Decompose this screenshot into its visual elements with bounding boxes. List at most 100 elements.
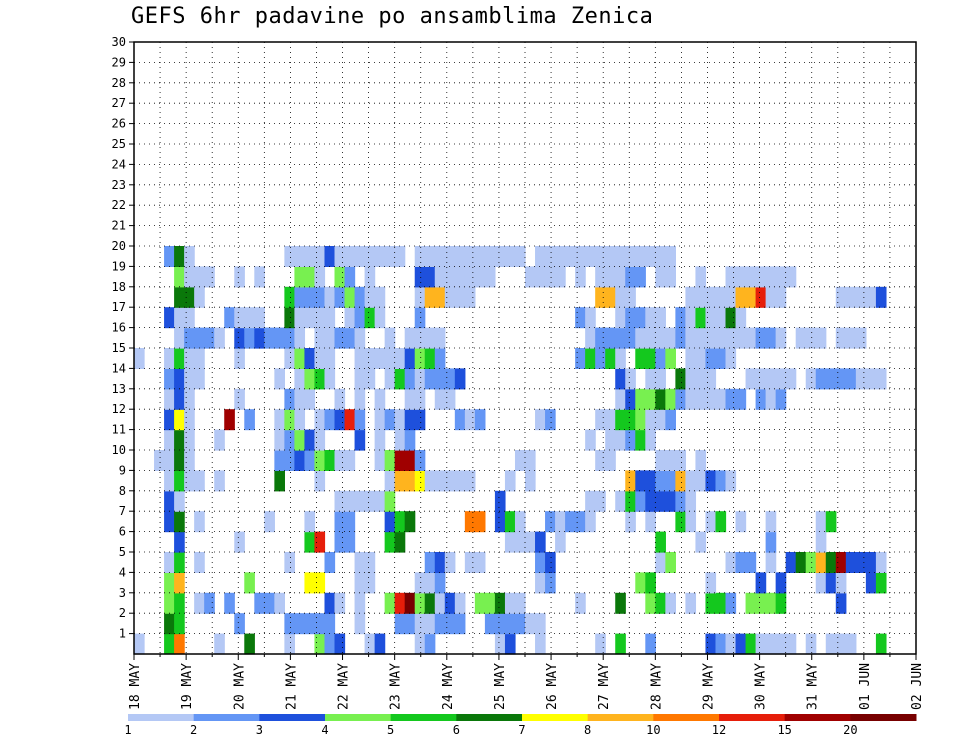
heatmap-cell	[434, 327, 446, 349]
heatmap-cell	[514, 246, 526, 267]
heatmap-cell	[444, 388, 456, 410]
heatmap-cell	[374, 388, 386, 410]
heatmap-cell	[575, 307, 586, 329]
heatmap-cell	[364, 490, 376, 512]
x-tick-label: 22 MAY	[337, 663, 352, 710]
heatmap-cell	[645, 633, 656, 655]
heatmap-cell	[484, 613, 496, 635]
heatmap-cell	[394, 511, 406, 533]
heatmap-cell	[875, 368, 887, 390]
heatmap-cell	[585, 307, 596, 329]
heatmap-cell	[615, 409, 626, 431]
heatmap-cell	[755, 633, 767, 655]
heatmap-cell	[454, 470, 466, 492]
heatmap-cell	[795, 552, 807, 573]
heatmap-cell	[224, 307, 235, 329]
colorbar-swatch	[390, 714, 457, 721]
heatmap-cell	[214, 633, 225, 655]
heatmap-cell	[755, 388, 767, 410]
heatmap-cell	[324, 552, 336, 573]
heatmap-cell	[254, 307, 265, 329]
heatmap-cell	[264, 592, 275, 614]
heatmap-cell	[294, 327, 306, 349]
heatmap-cell	[394, 450, 406, 471]
heatmap-cell	[294, 429, 306, 451]
heatmap-cell	[865, 552, 877, 573]
heatmap-cell	[645, 348, 656, 369]
heatmap-cell	[775, 592, 787, 614]
heatmap-cell	[374, 286, 386, 308]
y-tick-label: 15	[112, 341, 126, 355]
heatmap-cell	[805, 633, 817, 655]
heatmap-cell	[284, 246, 296, 267]
heatmap-cell	[454, 592, 466, 614]
heatmap-cell	[615, 429, 626, 451]
heatmap-cell	[625, 368, 636, 390]
heatmap-cell	[825, 511, 837, 533]
heatmap-cell	[414, 246, 426, 267]
heatmap-cell	[244, 409, 255, 431]
heatmap-cell	[645, 368, 656, 390]
y-tick-label: 27	[112, 96, 126, 110]
heatmap-cell	[775, 572, 787, 594]
heatmap-cell	[274, 470, 285, 492]
heatmap-cell	[174, 286, 185, 308]
heatmap-cell	[374, 490, 386, 512]
y-tick-label: 6	[119, 525, 126, 539]
heatmap-cell	[194, 511, 205, 533]
heatmap-cell	[675, 490, 687, 512]
heatmap-cell	[424, 470, 436, 492]
heatmap-cell	[444, 266, 456, 288]
heatmap-cell	[344, 307, 356, 329]
heatmap-cell	[234, 327, 245, 349]
y-tick-label: 3	[119, 586, 126, 600]
colorbar-label: 8	[584, 723, 591, 737]
x-tick-label: 24 MAY	[441, 663, 456, 710]
heatmap-cell	[424, 368, 436, 390]
heatmap-cell	[184, 286, 195, 308]
heatmap-cell	[334, 286, 346, 308]
heatmap-cell	[765, 327, 777, 349]
colorbar-label: 5	[387, 723, 394, 737]
heatmap-cell	[555, 266, 566, 288]
heatmap-cell	[725, 307, 737, 329]
heatmap-cell	[645, 327, 656, 349]
heatmap-cell	[174, 388, 185, 410]
y-tick-label: 16	[112, 321, 126, 335]
heatmap-cell	[174, 368, 185, 390]
heatmap-cell	[204, 327, 215, 349]
heatmap-cell	[474, 511, 486, 533]
heatmap-cell	[655, 450, 666, 471]
heatmap-cell	[545, 266, 556, 288]
heatmap-cell	[234, 388, 245, 410]
heatmap-cell	[645, 409, 656, 431]
heatmap-cell	[244, 633, 255, 655]
heatmap-cell	[514, 531, 526, 553]
heatmap-cell	[374, 409, 386, 431]
heatmap-cell	[514, 613, 526, 635]
heatmap-cell	[274, 592, 285, 614]
heatmap-cell	[645, 307, 656, 329]
heatmap-cell	[745, 592, 757, 614]
heatmap-cell	[134, 633, 145, 655]
heatmap-cell	[845, 552, 857, 573]
y-tick-label: 14	[112, 361, 126, 375]
heatmap-cell	[414, 470, 426, 492]
heatmap-cell	[284, 327, 296, 349]
heatmap-cell	[374, 348, 386, 369]
heatmap-cell	[434, 470, 446, 492]
heatmap-cell	[364, 266, 376, 288]
heatmap-cell	[154, 450, 165, 471]
heatmap-cell	[404, 368, 416, 390]
y-tick-label: 11	[112, 423, 126, 437]
colorbar-swatch	[456, 714, 523, 721]
heatmap-cell	[424, 246, 436, 267]
heatmap-cell	[354, 307, 366, 329]
heatmap-cell	[525, 470, 536, 492]
heatmap-cell	[765, 511, 777, 533]
heatmap-cell	[595, 450, 606, 471]
heatmap-cell	[705, 286, 717, 308]
heatmap-cell	[384, 348, 396, 369]
heatmap-cell	[334, 246, 346, 267]
heatmap-cell	[184, 409, 195, 431]
